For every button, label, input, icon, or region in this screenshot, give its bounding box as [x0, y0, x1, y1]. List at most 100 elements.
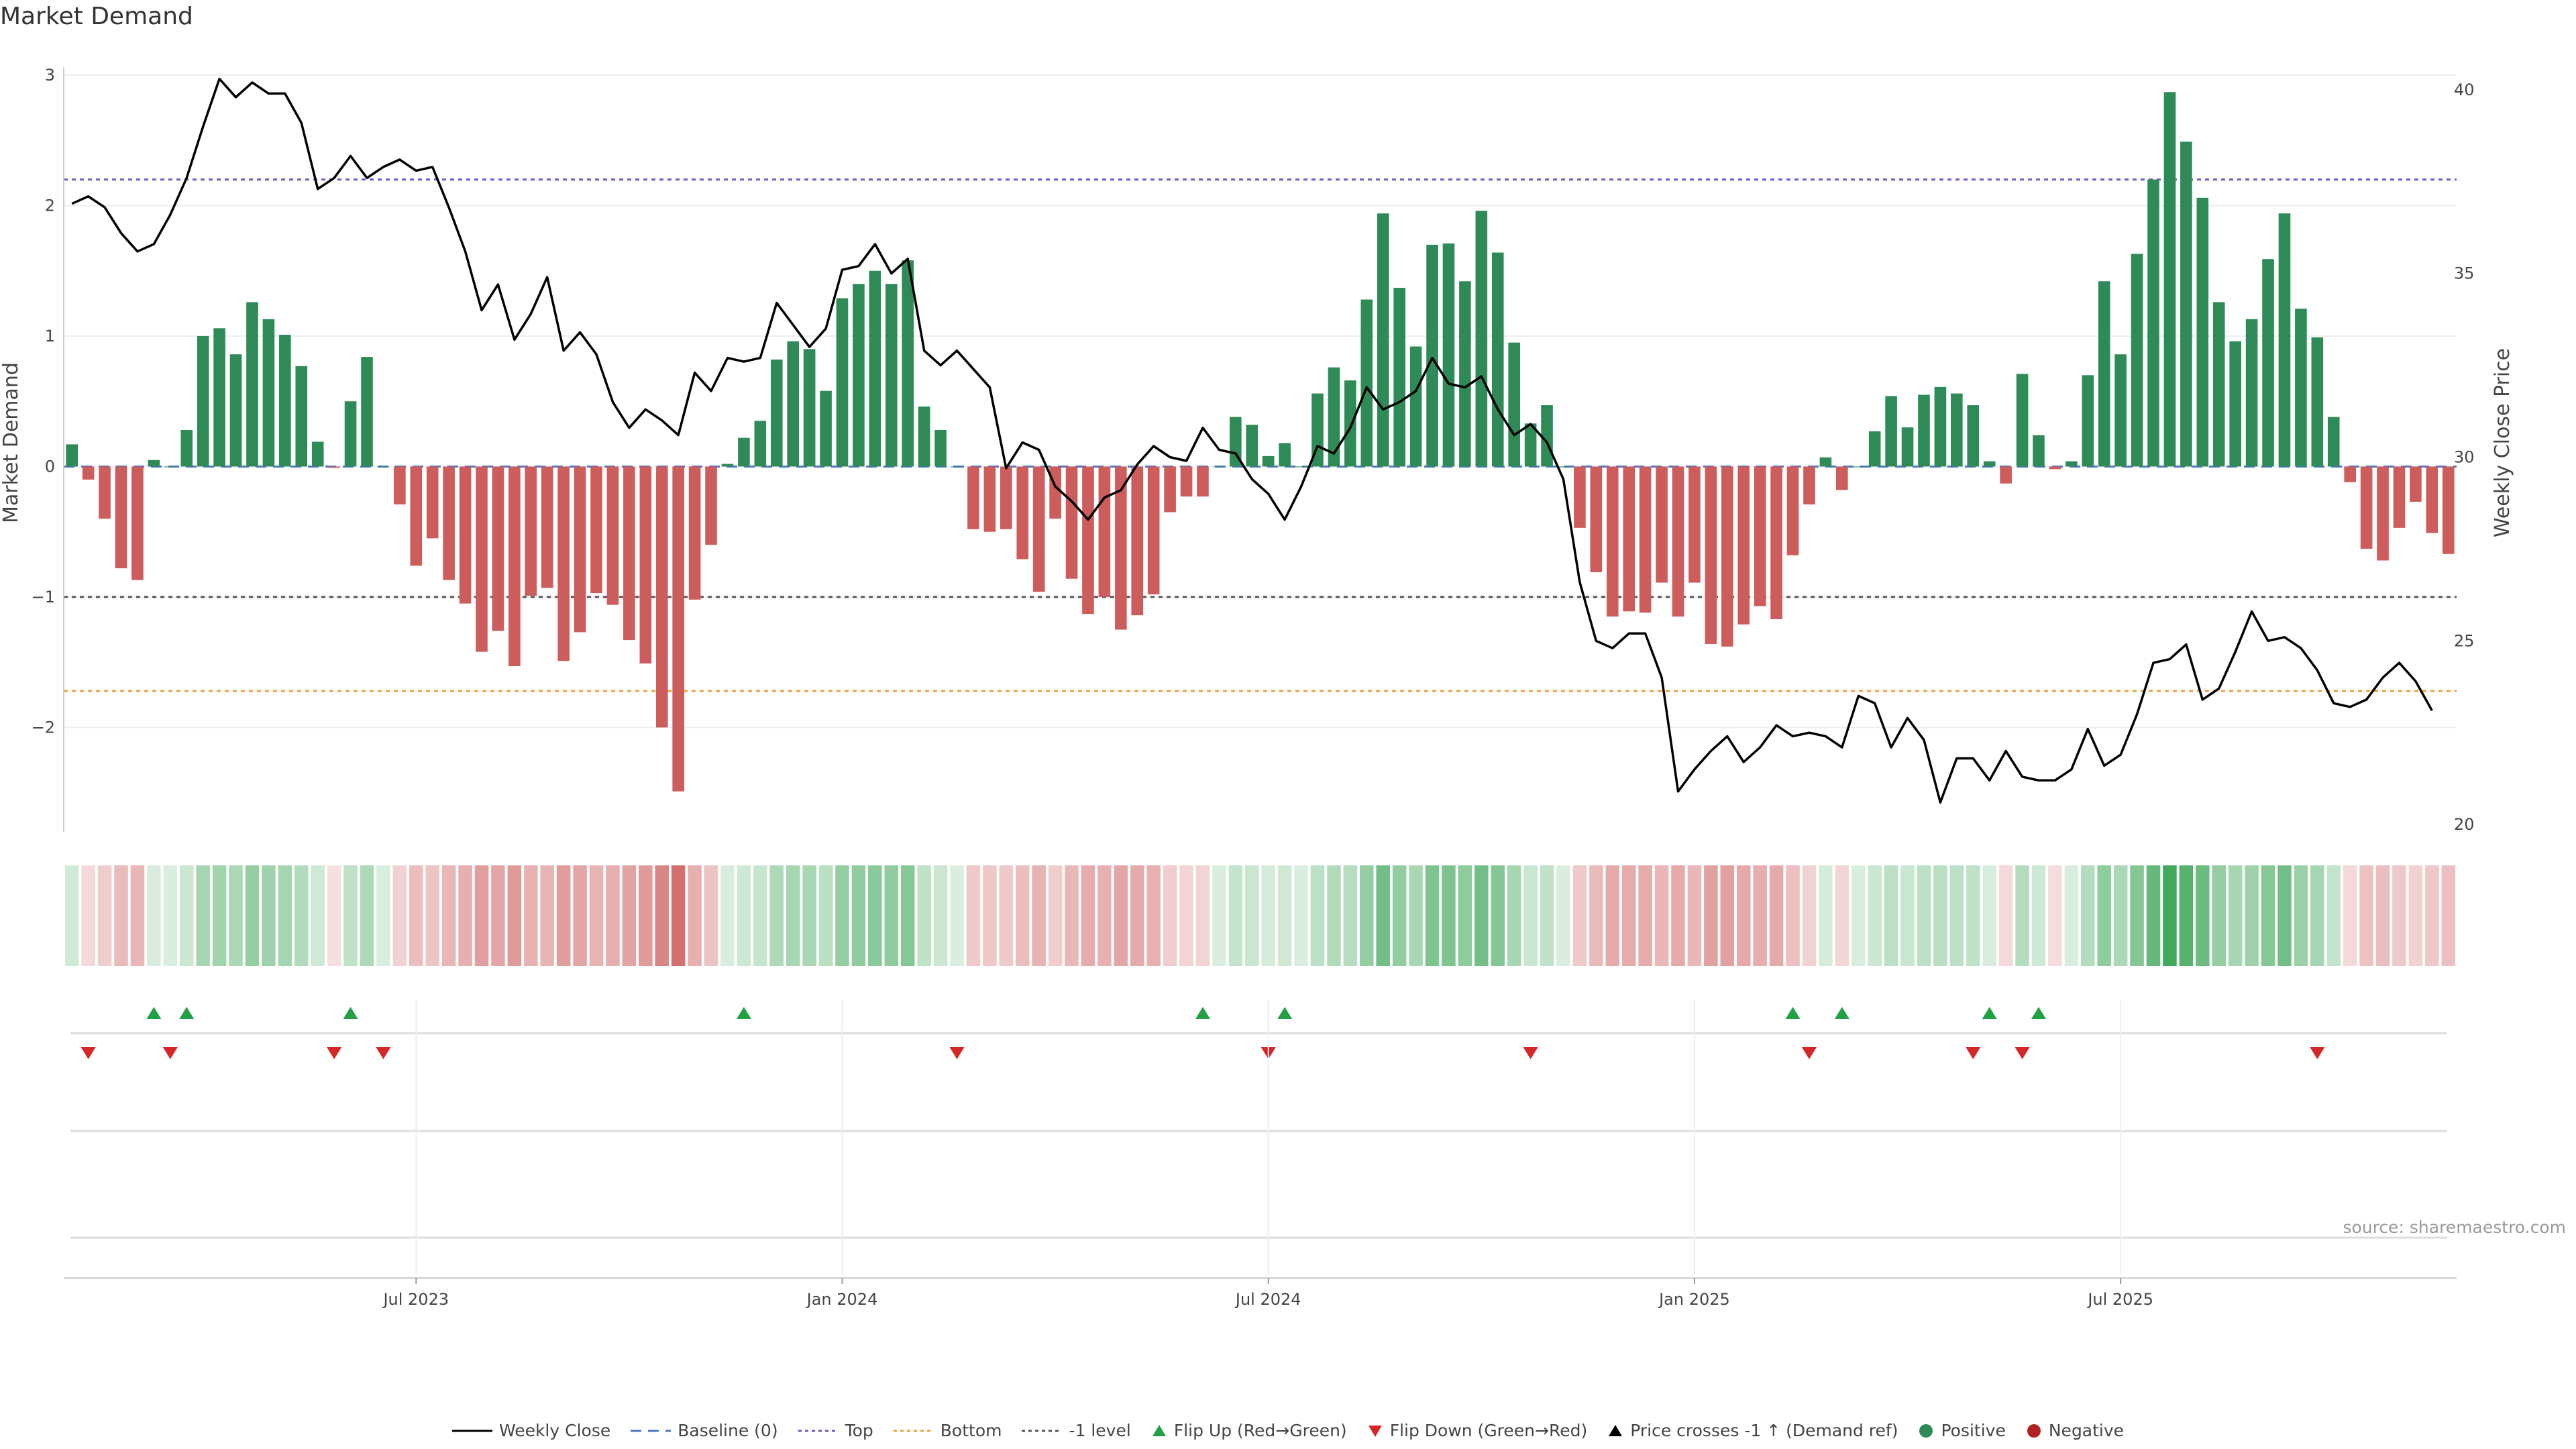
heat-cell — [2031, 865, 2046, 966]
heat-cell — [1786, 865, 1800, 966]
legend-label-negative: Negative — [2048, 1421, 2125, 1440]
demand-bar — [2033, 435, 2045, 467]
demand-bar — [229, 354, 242, 467]
heat-cell — [1376, 865, 1390, 966]
heat-cell — [2375, 865, 2390, 966]
heat-cell — [1294, 865, 1308, 966]
demand-bar — [1885, 396, 1897, 467]
heat-cell — [392, 865, 407, 966]
heat-cell — [2245, 865, 2259, 966]
demand-bar — [1721, 466, 1733, 647]
demand-bar — [1393, 288, 1405, 467]
heat-cell — [81, 865, 95, 966]
price-line — [71, 77, 2433, 804]
flip-down-marker — [949, 1047, 965, 1059]
heat-cell — [1638, 865, 1652, 966]
demand-bar — [590, 466, 602, 594]
x-tick-label: Jul 2025 — [2086, 1290, 2153, 1309]
legend-label-top: Top — [845, 1421, 873, 1440]
heat-cell — [606, 865, 620, 966]
heat-cell — [1802, 865, 1817, 966]
heat-cell — [1540, 865, 1554, 966]
demand-bar — [1770, 466, 1782, 619]
legend-label-flip-down: Flip Down (Green→Red) — [1389, 1421, 1588, 1440]
legend-swatch-bottom — [893, 1430, 934, 1432]
demand-bar — [1967, 405, 1980, 467]
demand-bar — [443, 466, 455, 580]
heat-cell — [2081, 865, 2095, 966]
legend-label-positive: Positive — [1941, 1421, 2006, 1440]
heat-cell — [1048, 865, 1063, 966]
heat-cell — [2261, 865, 2275, 966]
demand-bar — [2377, 466, 2389, 561]
demand-bar — [606, 466, 619, 605]
reference-lines — [64, 178, 2457, 692]
legend-item-baseline: Baseline (0) — [631, 1421, 778, 1440]
heat-cell — [1360, 865, 1374, 966]
y2-tick-label: 25 — [2454, 631, 2475, 650]
demand-bar — [2311, 337, 2324, 467]
demand-bar — [1983, 461, 1996, 467]
demand-bar — [1426, 244, 1438, 467]
demand-bar — [1328, 367, 1340, 467]
demand-bar — [1131, 466, 1144, 616]
demand-bar — [787, 341, 799, 467]
demand-bar — [902, 260, 914, 467]
legend-swatch-negative — [2027, 1424, 2041, 1438]
demand-bar — [2065, 461, 2078, 467]
heat-cell — [1687, 865, 1702, 966]
demand-bar — [328, 466, 340, 468]
demand-bar — [738, 437, 750, 467]
demand-bar — [1737, 466, 1750, 625]
heat-cell — [409, 865, 423, 966]
heat-cell — [1736, 865, 1751, 966]
heat-cell — [835, 865, 849, 966]
demand-bar — [2163, 92, 2176, 467]
demand-bar — [1115, 466, 1127, 630]
demand-bar — [2229, 341, 2241, 467]
heat-cell — [851, 865, 866, 966]
heat-cell — [1458, 865, 1472, 966]
heat-cell — [1605, 865, 1620, 966]
legend-item-price-cross: Price crosses -1 ↑ (Demand ref) — [1607, 1421, 1898, 1440]
demand-bar — [721, 464, 734, 467]
demand-bar — [246, 302, 258, 467]
demand-bar — [2049, 466, 2061, 470]
demand-bar — [672, 466, 684, 792]
demand-bar — [1016, 466, 1029, 559]
demand-bar — [1656, 466, 1668, 583]
heat-cell — [1163, 865, 1177, 966]
demand-bar — [2295, 309, 2307, 467]
y-tick-label: −1 — [32, 588, 55, 606]
heat-cell — [1507, 865, 1521, 966]
demand-bar — [853, 284, 865, 467]
heat-cell — [1982, 865, 1996, 966]
heat-cell — [1589, 865, 1603, 966]
demand-bar — [1230, 417, 1242, 467]
legend-swatch-flip-up — [1152, 1424, 1166, 1436]
heat-cell — [1245, 865, 1259, 966]
demand-bar — [1032, 466, 1045, 592]
heat-cell — [1146, 865, 1161, 966]
heat-cell — [2294, 865, 2308, 966]
heat-cell — [2441, 865, 2456, 966]
heat-cell — [1704, 865, 1718, 966]
heat-cell — [753, 865, 767, 966]
heat-cell — [2392, 865, 2406, 966]
demand-bar — [311, 441, 324, 467]
demand-bar — [213, 328, 225, 467]
demand-bar — [1803, 466, 1815, 504]
heat-cell — [2048, 865, 2062, 966]
heat-cell — [163, 865, 178, 966]
demand-bar — [1491, 252, 1504, 467]
legend-swatch-minus1 — [1022, 1430, 1063, 1432]
flip-up-marker — [1982, 1007, 1997, 1019]
demand-bar — [1524, 423, 1537, 467]
demand-bar — [1049, 466, 1061, 519]
demand-bar — [2344, 466, 2356, 482]
demand-bar — [180, 429, 193, 467]
heat-cell — [1671, 865, 1685, 966]
demand-bar — [459, 466, 472, 604]
demand-bar — [1344, 380, 1356, 467]
demand-bar — [492, 466, 504, 631]
